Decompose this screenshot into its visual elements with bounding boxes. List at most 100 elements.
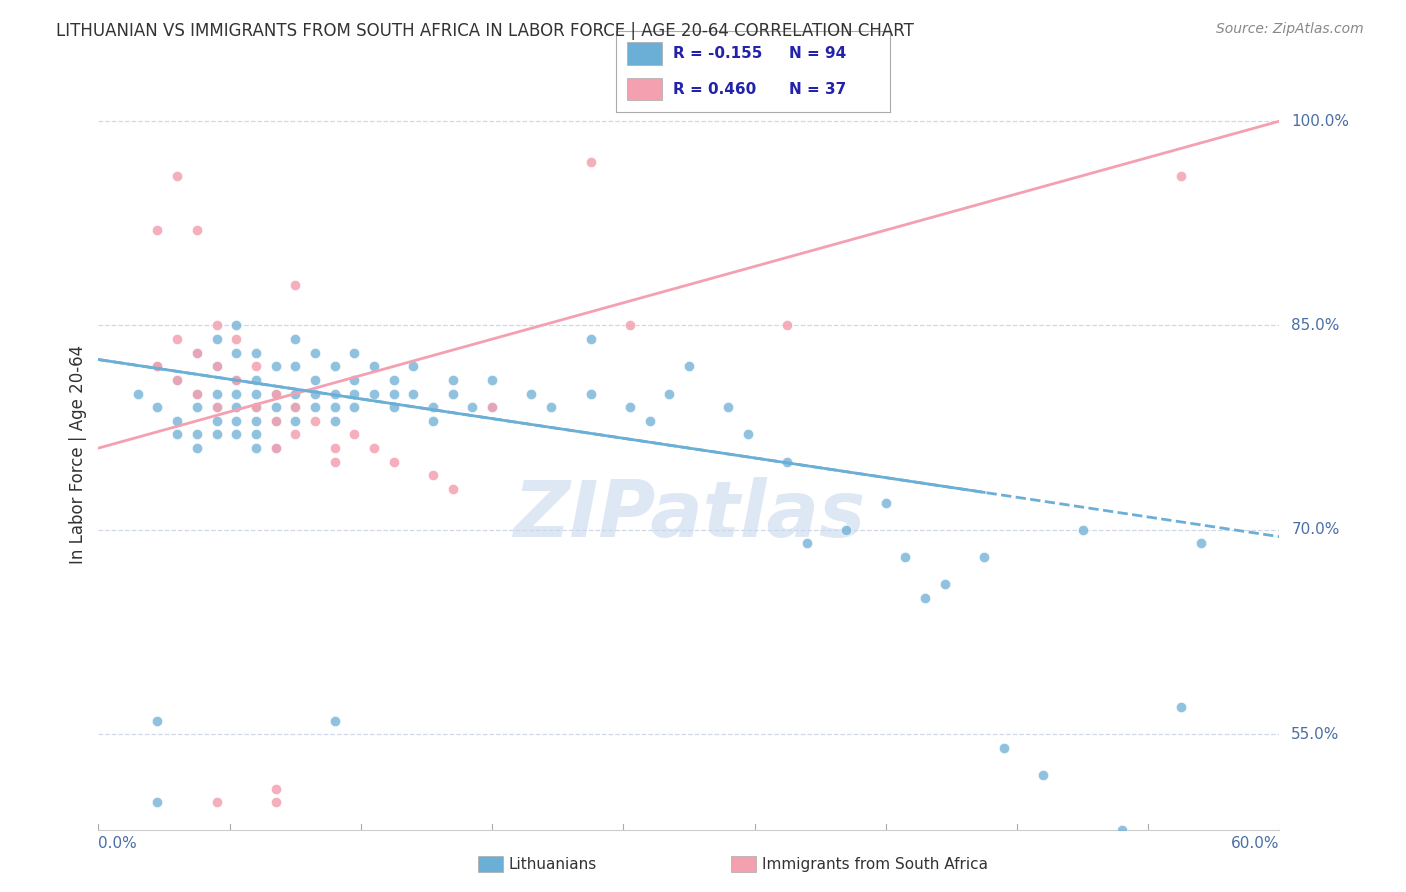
- Point: [284, 359, 307, 374]
- Point: [225, 345, 247, 359]
- Text: 0.0%: 0.0%: [98, 837, 138, 851]
- Point: [166, 373, 188, 387]
- Point: [225, 386, 247, 401]
- Point: [264, 441, 287, 455]
- Point: [245, 401, 267, 415]
- Point: [481, 401, 503, 415]
- Point: [146, 359, 169, 374]
- Point: [343, 427, 366, 442]
- Text: N = 37: N = 37: [789, 81, 846, 96]
- Point: [382, 373, 405, 387]
- Point: [914, 591, 936, 605]
- Point: [205, 318, 228, 333]
- Point: [245, 373, 267, 387]
- Point: [186, 441, 208, 455]
- Point: [894, 550, 917, 565]
- Point: [264, 414, 287, 428]
- Point: [402, 386, 425, 401]
- Text: 55.0%: 55.0%: [1291, 727, 1340, 741]
- Point: [264, 359, 287, 374]
- Point: [382, 455, 405, 469]
- Point: [284, 414, 307, 428]
- Point: [264, 386, 287, 401]
- Text: ZIPatlas: ZIPatlas: [513, 477, 865, 553]
- FancyBboxPatch shape: [627, 43, 662, 65]
- Point: [186, 386, 208, 401]
- Point: [127, 386, 149, 401]
- Point: [323, 441, 346, 455]
- Point: [304, 386, 326, 401]
- Point: [205, 359, 228, 374]
- Point: [343, 373, 366, 387]
- Point: [1170, 700, 1192, 714]
- Point: [284, 401, 307, 415]
- Text: N = 94: N = 94: [789, 46, 846, 62]
- Point: [205, 332, 228, 346]
- Point: [205, 401, 228, 415]
- Point: [323, 401, 346, 415]
- Point: [343, 401, 366, 415]
- Point: [422, 414, 444, 428]
- Text: 100.0%: 100.0%: [1291, 113, 1350, 128]
- Point: [441, 386, 464, 401]
- Point: [520, 386, 543, 401]
- Point: [678, 359, 700, 374]
- Y-axis label: In Labor Force | Age 20-64: In Labor Force | Age 20-64: [69, 345, 87, 565]
- Point: [343, 386, 366, 401]
- Text: 60.0%: 60.0%: [1232, 837, 1279, 851]
- Point: [461, 401, 484, 415]
- Point: [284, 401, 307, 415]
- Point: [186, 401, 208, 415]
- Point: [245, 427, 267, 442]
- Point: [225, 414, 247, 428]
- Text: R = -0.155: R = -0.155: [673, 46, 763, 62]
- Point: [323, 359, 346, 374]
- Point: [225, 401, 247, 415]
- Point: [323, 414, 346, 428]
- Point: [1189, 536, 1212, 550]
- Point: [284, 332, 307, 346]
- Point: [441, 373, 464, 387]
- Point: [323, 714, 346, 728]
- Point: [1071, 523, 1094, 537]
- Point: [264, 414, 287, 428]
- Point: [1111, 822, 1133, 837]
- Point: [422, 401, 444, 415]
- Point: [441, 482, 464, 496]
- Point: [993, 740, 1015, 755]
- Point: [264, 401, 287, 415]
- Point: [245, 401, 267, 415]
- Text: Source: ZipAtlas.com: Source: ZipAtlas.com: [1216, 22, 1364, 37]
- Point: [481, 401, 503, 415]
- Point: [835, 523, 858, 537]
- Point: [245, 441, 267, 455]
- Point: [166, 373, 188, 387]
- Point: [382, 386, 405, 401]
- Point: [264, 781, 287, 796]
- Point: [205, 795, 228, 809]
- Point: [402, 359, 425, 374]
- Point: [776, 455, 799, 469]
- Point: [934, 577, 956, 591]
- Point: [186, 427, 208, 442]
- Text: R = 0.460: R = 0.460: [673, 81, 756, 96]
- Point: [146, 401, 169, 415]
- Point: [363, 386, 385, 401]
- Point: [363, 359, 385, 374]
- Point: [186, 345, 208, 359]
- Point: [658, 386, 681, 401]
- Point: [540, 401, 562, 415]
- Point: [796, 536, 818, 550]
- Point: [973, 550, 995, 565]
- Point: [304, 373, 326, 387]
- Text: Immigrants from South Africa: Immigrants from South Africa: [762, 857, 988, 871]
- Point: [638, 414, 661, 428]
- Text: 70.0%: 70.0%: [1291, 523, 1340, 537]
- Point: [166, 169, 188, 183]
- Point: [875, 495, 897, 509]
- Point: [146, 223, 169, 237]
- Point: [166, 414, 188, 428]
- Point: [205, 414, 228, 428]
- Point: [343, 345, 366, 359]
- Point: [717, 401, 740, 415]
